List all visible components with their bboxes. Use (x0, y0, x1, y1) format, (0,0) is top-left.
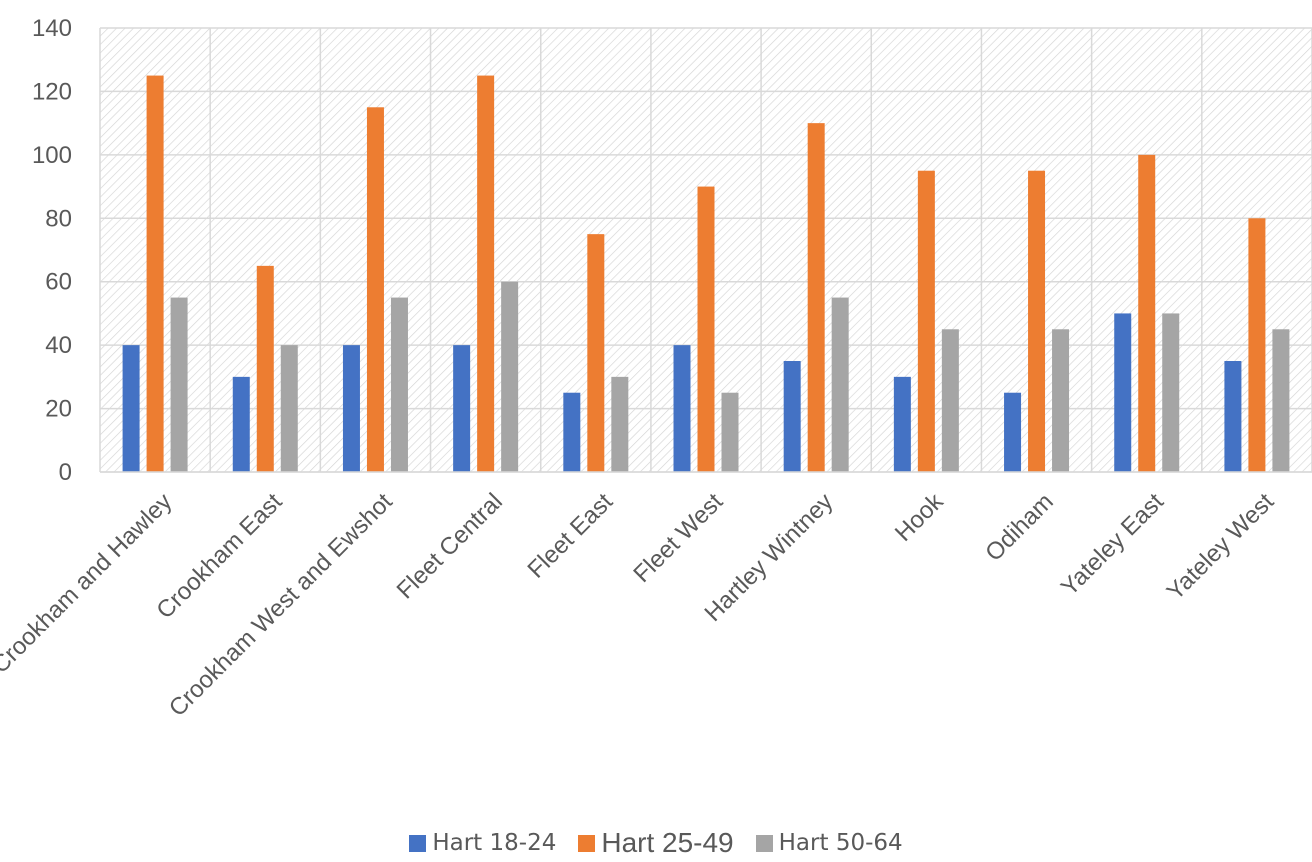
bar-hart-25-49 (146, 75, 164, 473)
legend-label: Hart 50-64 (778, 830, 903, 856)
y-tick-label: 60 (45, 269, 72, 296)
bar-hart-18-24 (563, 392, 581, 472)
bar-hart-25-49 (256, 265, 274, 472)
bars (122, 75, 1290, 473)
bar-hart-50-64 (721, 392, 739, 472)
bar-hart-18-24 (1004, 392, 1022, 472)
y-tick-label: 20 (45, 396, 72, 423)
bar-hart-50-64 (280, 345, 298, 472)
bar-hart-25-49 (1248, 218, 1266, 472)
y-tick-label: 80 (45, 205, 72, 232)
legend-label: Hart 25-49 (601, 827, 734, 858)
x-tick-label: Odiham (980, 488, 1059, 567)
legend-item-hart-50-64: Hart 50-64 (755, 830, 903, 856)
y-tick-label: 100 (32, 142, 72, 169)
bar-hart-50-64 (611, 376, 629, 472)
bar-hart-18-24 (342, 345, 360, 472)
legend-label: Hart 18-24 (432, 830, 557, 856)
y-tick-label: 40 (45, 332, 72, 359)
bar-hart-50-64 (501, 281, 519, 472)
bar-hart-50-64 (1052, 329, 1070, 472)
bar-hart-50-64 (1272, 329, 1290, 472)
bar-hart-18-24 (1224, 361, 1242, 472)
x-tick-label: Church Crookham and Hawley (0, 488, 177, 738)
bar-hart-25-49 (807, 123, 825, 473)
bar-hart-50-64 (170, 297, 188, 472)
bar-hart-18-24 (673, 345, 691, 472)
bar-hart-25-49 (1028, 170, 1046, 472)
bar-hart-25-49 (587, 234, 605, 472)
x-tick-label: Yateley East (1056, 488, 1169, 601)
bar-hart-50-64 (1162, 313, 1180, 472)
y-tick-label: 0 (59, 459, 72, 486)
bar-chart: 0 20 40 60 80 100 120 140 Church Crookham and H… (0, 15, 1312, 738)
y-axis: 0 20 40 60 80 100 120 140 (32, 15, 72, 486)
legend: Hart 18-24 Hart 25-49 Hart 50-64 (0, 826, 1312, 860)
bar-hart-25-49 (1138, 154, 1156, 472)
bar-hart-50-64 (831, 297, 849, 472)
legend-swatch-hart-50-64 (755, 834, 773, 852)
bar-hart-18-24 (232, 376, 250, 472)
x-tick-label: Yateley West (1162, 488, 1280, 606)
x-tick-label: Fleet East (523, 488, 619, 584)
x-tick-label: Fleet Central (392, 488, 508, 604)
bar-hart-18-24 (453, 345, 471, 472)
x-tick-label: Crookham West and Ewshot (164, 488, 398, 722)
bar-hart-18-24 (783, 361, 801, 472)
bar-hart-50-64 (390, 297, 408, 472)
legend-swatch-hart-18-24 (409, 834, 427, 852)
legend-item-hart-18-24: Hart 18-24 (409, 830, 556, 856)
bar-hart-25-49 (697, 186, 715, 473)
y-tick-label: 120 (32, 78, 72, 105)
bar-hart-25-49 (477, 75, 495, 473)
bar-hart-18-24 (1114, 313, 1132, 472)
bar-hart-50-64 (941, 329, 959, 472)
x-tick-label: Fleet West (628, 488, 728, 588)
bar-hart-18-24 (122, 345, 140, 472)
y-tick-label: 140 (32, 15, 72, 42)
bar-hart-25-49 (917, 170, 935, 472)
bar-hart-18-24 (893, 376, 911, 472)
legend-swatch-hart-25-49 (578, 834, 596, 852)
bar-hart-25-49 (366, 107, 384, 473)
legend-item-hart-25-49: Hart 25-49 (578, 827, 734, 859)
x-tick-label: Hook (890, 487, 949, 546)
